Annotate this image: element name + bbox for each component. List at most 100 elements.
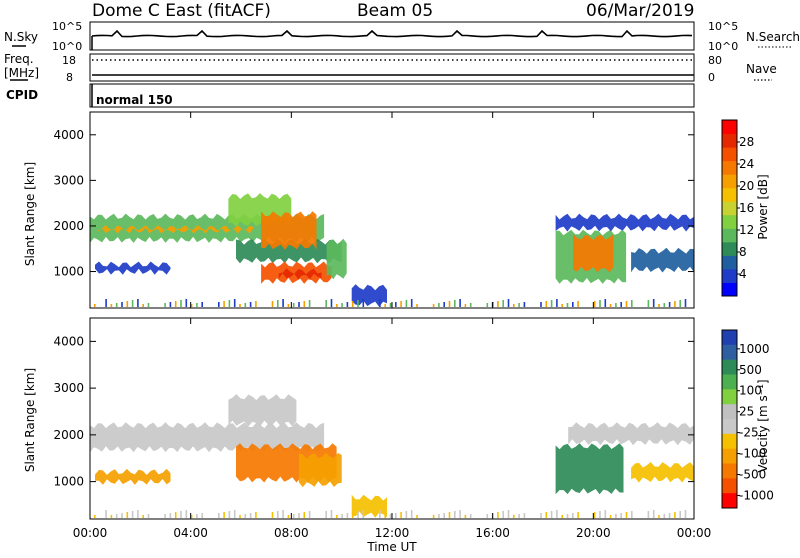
colorbar-swatch bbox=[722, 448, 737, 464]
nsky-panel: N.Sky 10^5 10^0 10^5 10^0 N.Search bbox=[4, 20, 800, 53]
ground-scatter-speck bbox=[201, 302, 203, 307]
ground-scatter-speck bbox=[448, 512, 451, 518]
ground-scatter-speck bbox=[615, 514, 617, 518]
colorbar-tick-label: 4 bbox=[739, 267, 747, 281]
colorbar-swatch bbox=[722, 147, 737, 162]
ground-scatter-speck bbox=[448, 301, 451, 307]
echo-region bbox=[228, 394, 297, 427]
ground-scatter-speck bbox=[389, 514, 392, 518]
ground-scatter-speck bbox=[631, 300, 633, 307]
colorbar-swatch bbox=[722, 160, 737, 175]
ground-scatter-speck bbox=[454, 300, 456, 307]
ground-scatter-speck bbox=[196, 303, 198, 307]
ground-scatter-speck bbox=[674, 512, 676, 518]
ground-scatter-speck bbox=[400, 512, 402, 518]
ground-scatter-speck bbox=[620, 302, 622, 307]
ground-scatter-speck bbox=[668, 513, 671, 518]
ground-scatter-speck bbox=[684, 510, 687, 518]
ground-scatter-speck bbox=[410, 510, 413, 518]
ground-scatter-speck bbox=[577, 512, 579, 518]
ground-scatter-speck bbox=[502, 511, 504, 518]
colorbar-swatch bbox=[722, 282, 737, 297]
ground-scatter-speck bbox=[652, 299, 655, 307]
colorbar-swatch bbox=[722, 330, 737, 346]
ground-scatter-speck bbox=[497, 512, 499, 518]
echo-region bbox=[351, 494, 387, 518]
colorbar-swatch bbox=[722, 478, 737, 494]
freq-frame bbox=[89, 53, 695, 82]
ground-scatter-speck bbox=[346, 513, 349, 518]
ground-scatter-speck bbox=[223, 301, 225, 307]
ground-scatter-speck bbox=[550, 511, 553, 518]
ground-scatter-speck bbox=[244, 514, 247, 518]
y-tick-label: 1000 bbox=[53, 475, 84, 489]
ground-scatter-speck bbox=[126, 512, 129, 518]
ground-scatter-speck bbox=[572, 513, 574, 518]
ground-scatter-speck bbox=[115, 303, 118, 307]
ground-scatter-speck bbox=[540, 513, 542, 518]
ground-scatter-speck bbox=[233, 299, 236, 307]
ground-scatter-speck bbox=[604, 510, 607, 518]
colorbar-tick-label: -500 bbox=[739, 467, 766, 481]
colorbar-swatch bbox=[722, 359, 737, 375]
ground-scatter-speck bbox=[362, 299, 365, 307]
colorbar-swatch bbox=[722, 201, 737, 216]
ground-scatter-speck bbox=[561, 515, 563, 518]
ground-scatter-speck bbox=[438, 303, 440, 307]
ground-scatter-speck bbox=[185, 299, 188, 307]
ground-scatter-speck bbox=[228, 511, 231, 518]
nave-tick-top: 80 bbox=[708, 54, 722, 67]
ground-scatter-speck bbox=[126, 301, 129, 307]
power-y-axis: 1000 2000 3000 4000 bbox=[53, 128, 694, 279]
x-tick-label: 20:00 bbox=[576, 526, 611, 540]
power-panel: 1000 2000 3000 4000 Slant Range [km] 4 8 12 16… bbox=[23, 111, 770, 309]
nsky-label: N.Sky bbox=[4, 30, 38, 44]
colorbar-swatch bbox=[722, 174, 737, 189]
ground-scatter-speck bbox=[164, 514, 166, 518]
power-data-layer bbox=[90, 193, 694, 307]
colorbar-swatch bbox=[722, 241, 737, 256]
ground-scatter-speck bbox=[115, 514, 118, 518]
colorbar-tick-label: -1000 bbox=[739, 488, 774, 502]
ground-scatter-speck bbox=[518, 303, 520, 307]
nave-tick-bottom: 0 bbox=[708, 71, 715, 84]
ground-scatter-speck bbox=[389, 303, 392, 307]
ground-scatter-speck bbox=[405, 511, 408, 518]
x-tick-label: 04:00 bbox=[173, 526, 208, 540]
ground-scatter-speck bbox=[545, 301, 548, 307]
ground-scatter-speck bbox=[518, 514, 520, 518]
ground-scatter-speck bbox=[357, 511, 359, 518]
ground-scatter-speck bbox=[395, 513, 397, 518]
cpid-frame bbox=[89, 83, 695, 108]
ground-scatter-speck bbox=[663, 514, 666, 518]
ground-scatter-speck bbox=[121, 513, 123, 518]
colorbar-swatch bbox=[722, 433, 737, 450]
ground-scatter-speck bbox=[599, 511, 601, 518]
colorbar-swatch bbox=[722, 374, 737, 390]
echo-region bbox=[555, 213, 694, 232]
colorbar-swatch bbox=[722, 268, 737, 283]
freq-unit: [MHz] bbox=[4, 66, 39, 80]
ground-scatter-speck bbox=[679, 511, 681, 518]
ground-scatter-speck bbox=[341, 514, 343, 518]
ground-scatter-speck bbox=[469, 303, 472, 307]
colorbar-tick-label: 8 bbox=[739, 245, 747, 259]
colorbar-tick-label: 28 bbox=[739, 135, 754, 149]
ground-scatter-speck bbox=[502, 300, 504, 307]
ground-scatter-speck bbox=[190, 304, 193, 307]
velocity-colorbar: 1000 500 100 25 -25 -100 -500 -1000 bbox=[721, 329, 774, 509]
ground-scatter-speck bbox=[330, 299, 333, 307]
colorbar-swatch bbox=[722, 493, 737, 509]
colorbar-tick-label: -100 bbox=[739, 447, 766, 461]
nsearch-tick-top: 10^5 bbox=[708, 20, 738, 33]
ground-scatter-speck bbox=[625, 301, 628, 307]
echo-region bbox=[261, 211, 317, 250]
y-tick-label: 1000 bbox=[53, 265, 84, 279]
ground-scatter-speck bbox=[94, 515, 96, 518]
ground-scatter-speck bbox=[469, 514, 472, 518]
colorbar-tick-label: -25 bbox=[739, 426, 759, 440]
ground-scatter-speck bbox=[454, 511, 456, 518]
ground-scatter-speck bbox=[308, 511, 311, 518]
ground-scatter-speck bbox=[336, 304, 338, 307]
